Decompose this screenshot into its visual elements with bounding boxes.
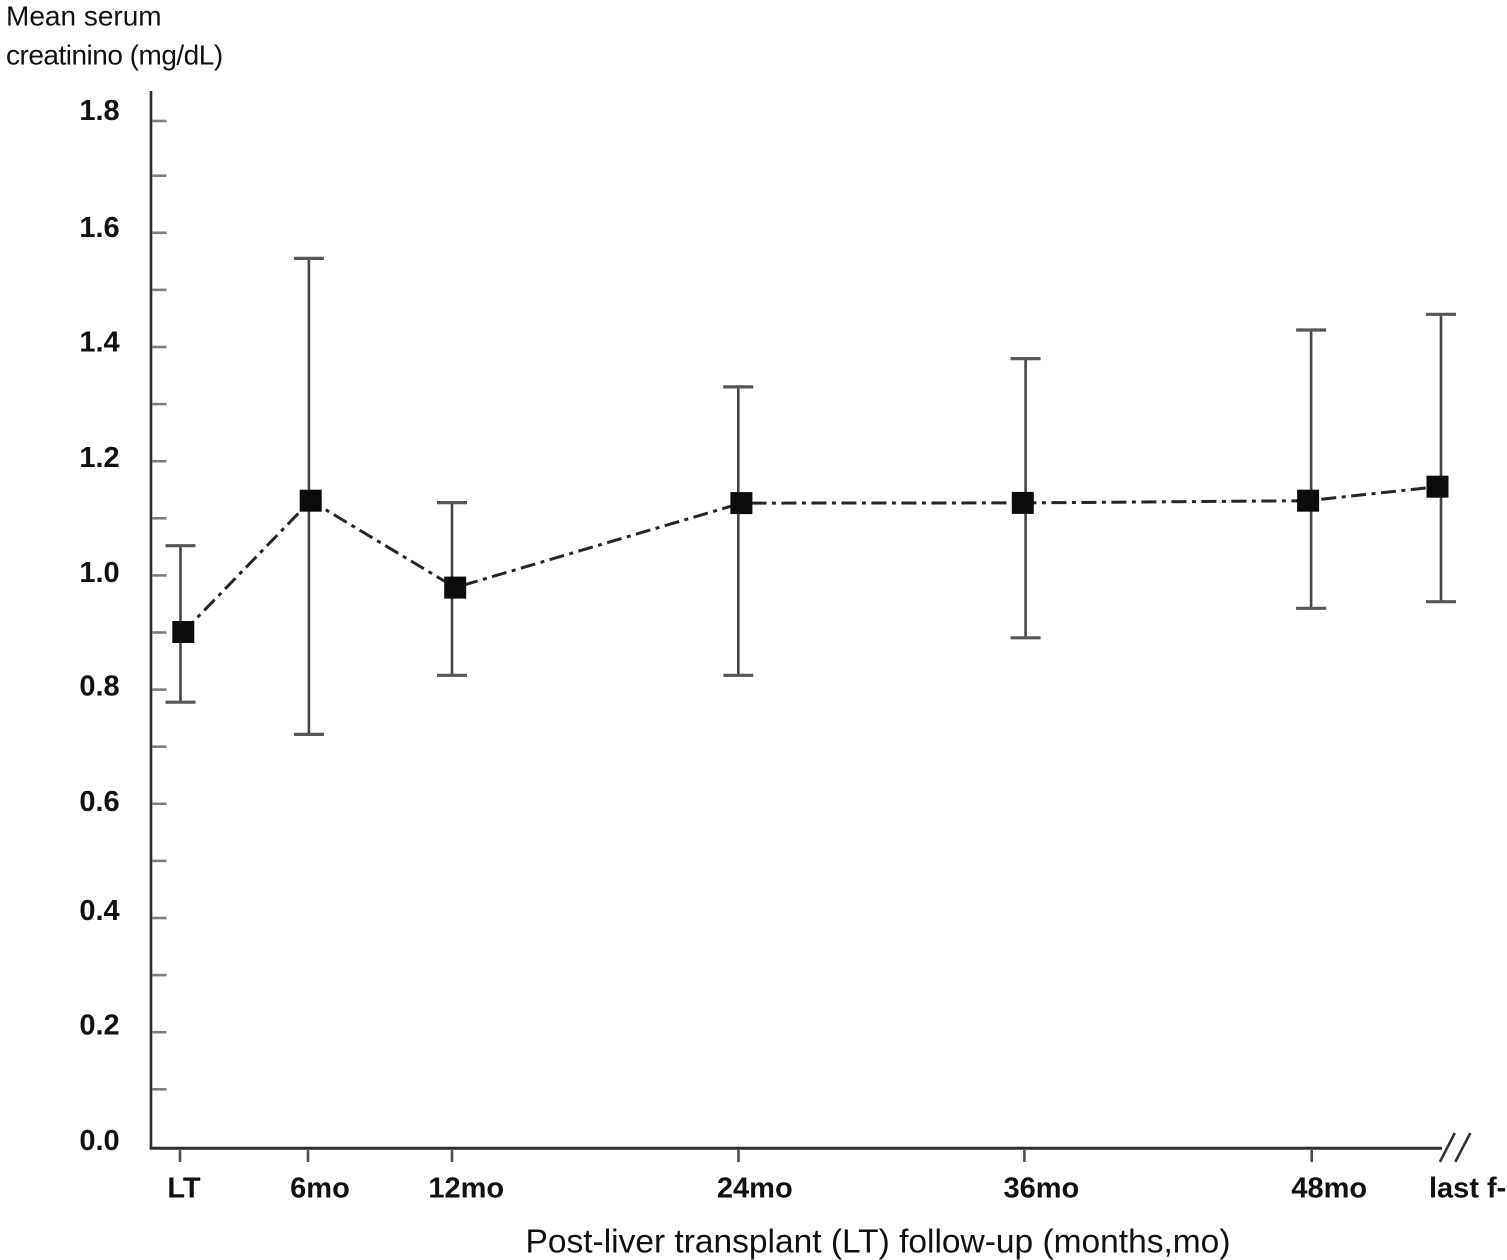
svg-text:0.6: 0.6 [79, 786, 119, 818]
svg-text:1.8: 1.8 [79, 95, 119, 127]
svg-text:Post-liver transplant (LT) fol: Post-liver transplant (LT) follow-up (mo… [526, 1223, 1231, 1260]
svg-text:LT: LT [167, 1173, 201, 1205]
svg-text:0.4: 0.4 [79, 895, 119, 927]
svg-text:0.8: 0.8 [79, 671, 119, 703]
svg-text:12mo: 12mo [428, 1173, 504, 1205]
svg-text:0.0: 0.0 [79, 1125, 119, 1157]
svg-text:1.4: 1.4 [79, 327, 119, 359]
svg-text:1.6: 1.6 [79, 212, 119, 244]
svg-text:1.2: 1.2 [79, 442, 119, 474]
svg-text:creatinino (mg/dL): creatinino (mg/dL) [6, 40, 223, 71]
svg-text:6mo: 6mo [290, 1173, 350, 1205]
svg-text:48mo: 48mo [1291, 1173, 1367, 1205]
svg-text:36mo: 36mo [1004, 1173, 1080, 1205]
svg-text:0.2: 0.2 [79, 1010, 119, 1042]
svg-text:last f-u: last f-u [1429, 1173, 1507, 1205]
svg-text:24mo: 24mo [717, 1173, 793, 1205]
svg-text:1.0: 1.0 [79, 557, 119, 589]
svg-text:Mean serum: Mean serum [6, 1, 162, 32]
